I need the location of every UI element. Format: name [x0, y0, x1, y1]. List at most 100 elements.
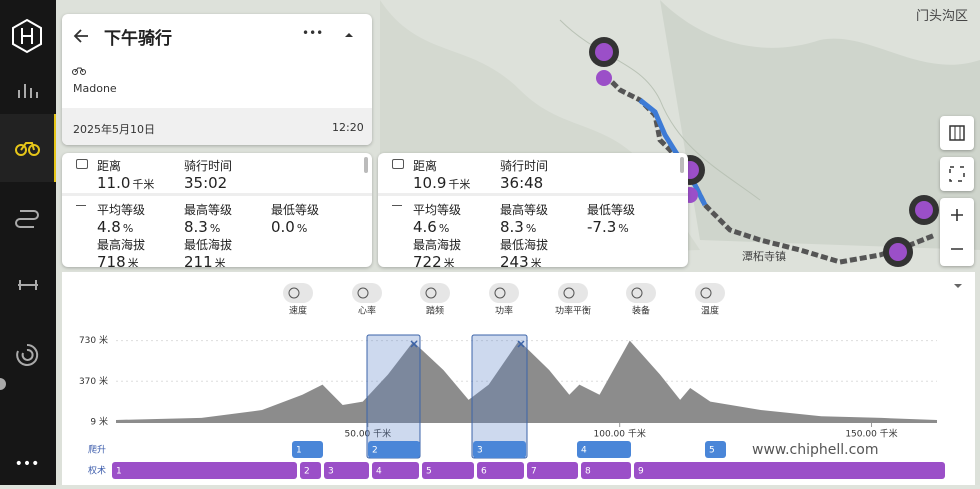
stat-unit: %	[438, 222, 450, 235]
stat-value-row: 4.6%	[413, 218, 461, 236]
metric-tab[interactable]: 功率	[489, 283, 519, 317]
metric-tab-glyph	[288, 287, 300, 299]
climb-bar[interactable]	[705, 441, 726, 458]
metric-tab-icon	[489, 283, 519, 303]
stat-value: -7.3	[587, 218, 617, 236]
stat-label: 最低海拔	[184, 238, 233, 252]
segment-row-label: 权术	[88, 465, 106, 477]
stat-label: 平均等级	[413, 203, 462, 217]
selection	[471, 334, 528, 459]
climb-bar[interactable]	[292, 441, 323, 458]
stats-divider	[62, 193, 372, 196]
climb-number: 2	[372, 446, 378, 456]
stat-unit: 米	[214, 257, 226, 267]
selection-close	[410, 340, 418, 348]
stat: 平均等级 4.6%	[413, 201, 461, 236]
segment-number: 6	[481, 467, 487, 477]
metric-tab[interactable]: 速度	[283, 283, 313, 317]
map-fit-button[interactable]	[940, 157, 974, 191]
stat-label: 最高等级	[184, 203, 233, 217]
segment-number: 9	[638, 467, 644, 477]
back-button[interactable]	[72, 26, 92, 46]
metric-tab-icon	[695, 283, 725, 303]
stat-unit: 米	[530, 257, 542, 267]
metric-tab-glyph	[563, 287, 575, 299]
climb-bar[interactable]	[473, 441, 526, 458]
stat-value: 4.8	[97, 218, 121, 236]
collapse-button[interactable]	[342, 28, 356, 42]
metric-tab-glyph	[631, 287, 643, 299]
stat-value: 35:02	[184, 174, 228, 192]
stat-unit: %	[122, 222, 134, 235]
sidebar: •••	[0, 0, 56, 485]
metric-tab[interactable]: 功率平衡	[555, 283, 591, 317]
metric-tab-glyph	[357, 287, 369, 299]
metric-tab-glyph	[700, 287, 712, 299]
stats-icon	[76, 205, 86, 212]
climb-number: 5	[709, 446, 715, 456]
segment-number: 8	[585, 467, 591, 477]
metric-tab-icon	[283, 283, 313, 303]
map-marker[interactable]	[589, 37, 619, 86]
stat-label: 最低等级	[271, 203, 320, 217]
climb-number: 4	[581, 446, 587, 456]
watermark: www.chiphell.com	[752, 442, 878, 458]
segment-bar	[112, 462, 297, 479]
map-marker[interactable]	[909, 195, 939, 225]
activity-date: 2025年5月10日	[73, 123, 155, 136]
bike-icon	[72, 67, 86, 75]
activity-time: 12:20	[332, 121, 364, 134]
metric-tab-icon	[420, 283, 450, 303]
segment-bar	[634, 462, 945, 479]
map-zoom[interactable]	[940, 198, 974, 266]
stat: 最高等级 8.3%	[184, 201, 232, 236]
stat-value: 243	[500, 253, 529, 267]
activity-title: 下午骑行	[104, 29, 172, 49]
stat-value: 10.9	[413, 174, 447, 192]
stat-label: 最低等级	[587, 203, 636, 217]
stat-label: 平均等级	[97, 203, 146, 217]
map-marker[interactable]	[883, 237, 913, 267]
segment-bar	[527, 462, 578, 479]
metric-tab-icon	[558, 283, 588, 303]
x-tick-label: 100.00 千米	[594, 428, 646, 440]
metric-tab[interactable]: 装备	[626, 283, 656, 317]
segment-bar	[581, 462, 631, 479]
metric-tab[interactable]: 心率	[352, 283, 382, 317]
stat: 最高海拔 718 米	[97, 236, 145, 267]
stat-unit: 千米	[448, 178, 471, 191]
stats-card: 距离 10.9 千米 骑行时间 36:48 平均等级 4.6% 最高等级 8.3% 最低等级 -7.…	[378, 153, 688, 267]
stats-icon	[76, 159, 88, 169]
metric-tab-label: 功率平衡	[555, 305, 591, 317]
x-tick-label: 50.00 千米	[345, 428, 392, 440]
map-layers-button[interactable]	[940, 116, 974, 150]
metric-tab-label: 功率	[495, 305, 513, 317]
elevation-panel: 速度 心率 踏频 功率 功率平衡 装备 温度 730 米 370 米 9 米 50.00 千米 100…	[62, 272, 975, 485]
map-label: 门头沟区	[916, 9, 968, 24]
climb-bar[interactable]	[368, 441, 420, 458]
metric-tab-label: 速度	[289, 305, 307, 317]
stat-unit: 米	[127, 257, 139, 267]
segment-number: 2	[304, 467, 310, 477]
selection	[366, 334, 421, 459]
stat-value-row: 4.8%	[97, 218, 145, 236]
metric-tab[interactable]: 温度	[695, 283, 725, 317]
segment-number: 5	[426, 467, 432, 477]
metric-tab-glyph	[494, 287, 506, 299]
stat-value: 8.3	[500, 218, 524, 236]
stat-unit: %	[525, 222, 537, 235]
segment-number: 4	[376, 467, 382, 477]
stat: 最低等级 0.0%	[271, 201, 319, 236]
stat: 距离 10.9 千米	[413, 157, 470, 192]
metric-tab-icon	[626, 283, 656, 303]
menu-button[interactable]: •••	[302, 26, 324, 40]
stat-label: 骑行时间	[184, 159, 233, 173]
segment-bar	[300, 462, 321, 479]
metric-tab[interactable]: 踏频	[420, 283, 450, 317]
stat: 最低海拔 243 米	[500, 236, 548, 267]
climb-bar[interactable]	[577, 441, 631, 458]
climb-number: 3	[477, 446, 483, 456]
stat-value: 8.3	[184, 218, 208, 236]
more-menu[interactable]: •••	[15, 456, 40, 472]
